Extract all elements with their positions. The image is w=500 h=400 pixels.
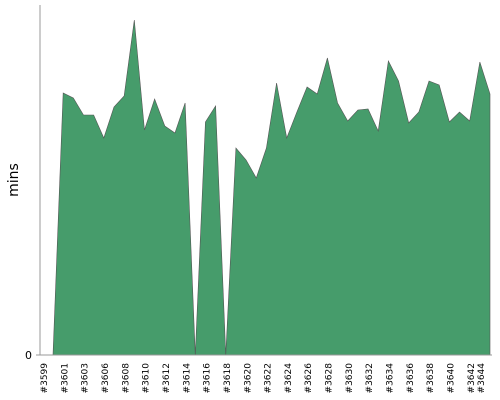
x-tick-label: #3638 [426, 363, 436, 394]
x-tick-label: #3618 [223, 363, 233, 394]
x-tick-label: #3608 [121, 363, 131, 394]
x-tick-label: #3626 [304, 363, 314, 394]
x-tick-label: #3610 [142, 363, 152, 394]
area [52, 19, 491, 356]
x-tick-label: #3632 [365, 363, 375, 393]
x-tick-label: #3644 [477, 363, 487, 394]
x-tick-label: #3622 [264, 363, 274, 393]
x-tick-label: #3606 [101, 363, 111, 394]
x-tick-label: #3624 [284, 363, 294, 394]
x-tick-label: #3620 [243, 363, 253, 394]
y-axis-label: mins [6, 163, 22, 197]
x-tick-label: #3628 [325, 363, 335, 394]
x-tick-label: #3636 [406, 363, 416, 394]
x-tick-label: #3616 [203, 363, 213, 394]
x-tick-label: #3601 [60, 363, 70, 393]
x-tick-label: #3642 [467, 363, 477, 393]
x-tick-label: #3612 [162, 363, 172, 393]
x-tick-label: #3599 [40, 363, 50, 394]
y-tick-label: 0 [25, 349, 32, 362]
x-tick-label: #3634 [386, 363, 396, 394]
x-tick-label: #3630 [345, 363, 355, 394]
x-tick-label: #3614 [182, 363, 192, 394]
x-tick-label: #3603 [81, 363, 91, 393]
x-tick-label: #3640 [447, 363, 457, 394]
